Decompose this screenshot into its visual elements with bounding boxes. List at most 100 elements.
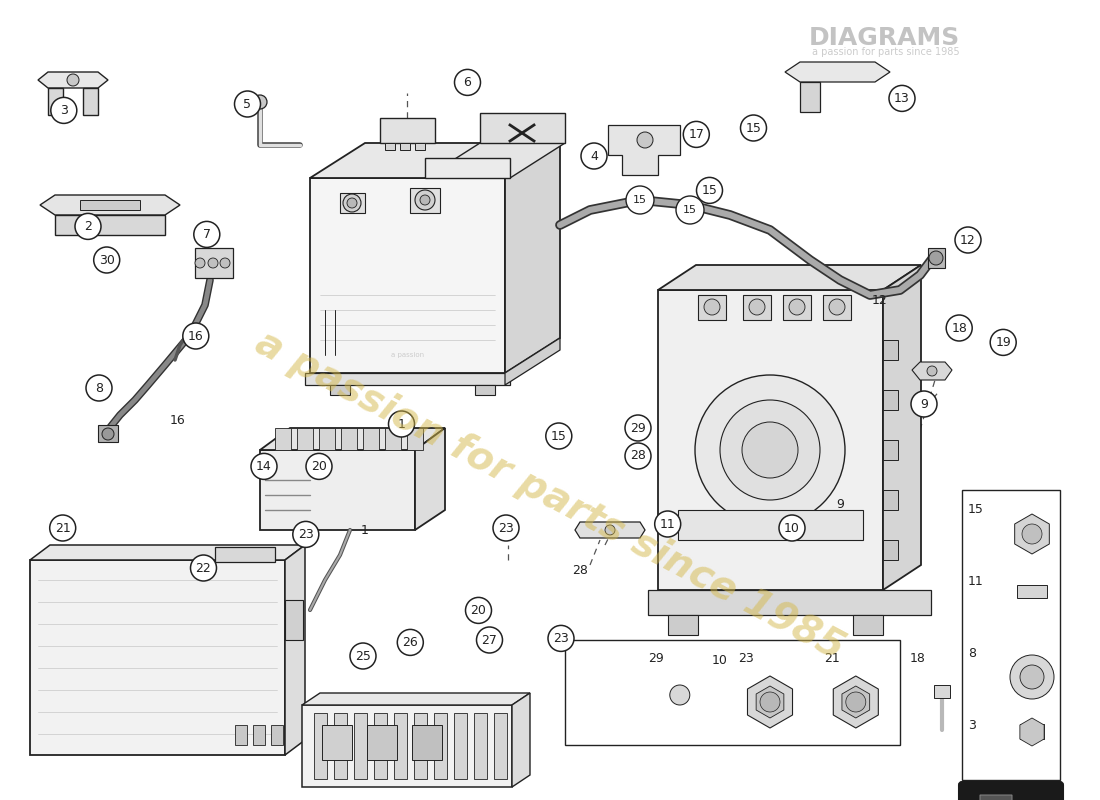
Polygon shape <box>310 178 505 373</box>
Text: 5: 5 <box>243 98 252 110</box>
Polygon shape <box>314 713 327 779</box>
Polygon shape <box>742 295 771 320</box>
Circle shape <box>388 411 415 437</box>
Text: 23: 23 <box>738 652 754 665</box>
Polygon shape <box>400 143 410 150</box>
Circle shape <box>190 555 217 581</box>
Polygon shape <box>454 713 467 779</box>
Text: 16: 16 <box>170 414 186 426</box>
Circle shape <box>251 454 277 479</box>
Circle shape <box>625 443 651 469</box>
Polygon shape <box>800 82 820 112</box>
Polygon shape <box>302 693 530 705</box>
Text: 1: 1 <box>361 523 368 537</box>
Circle shape <box>293 522 319 547</box>
Polygon shape <box>285 600 303 640</box>
Polygon shape <box>883 490 898 510</box>
FancyBboxPatch shape <box>959 782 1063 800</box>
Polygon shape <box>698 295 726 320</box>
Circle shape <box>75 214 101 239</box>
Circle shape <box>927 366 937 376</box>
Circle shape <box>476 627 503 653</box>
Text: 15: 15 <box>632 195 647 205</box>
Polygon shape <box>475 385 495 395</box>
Text: 27: 27 <box>482 634 497 646</box>
Polygon shape <box>608 125 680 175</box>
Polygon shape <box>297 428 313 450</box>
Polygon shape <box>341 428 358 450</box>
Circle shape <box>397 630 424 655</box>
Circle shape <box>86 375 112 401</box>
Polygon shape <box>834 676 878 728</box>
Text: 9: 9 <box>920 398 928 410</box>
Text: 26: 26 <box>403 636 418 649</box>
Circle shape <box>454 70 481 95</box>
Circle shape <box>194 222 220 247</box>
Polygon shape <box>48 88 63 115</box>
Text: 15: 15 <box>968 503 983 516</box>
Polygon shape <box>55 215 165 235</box>
Circle shape <box>94 247 120 273</box>
Text: 20: 20 <box>311 460 327 473</box>
Text: 11: 11 <box>968 575 983 588</box>
Text: 15: 15 <box>683 205 697 215</box>
Polygon shape <box>330 385 350 395</box>
Circle shape <box>183 323 209 349</box>
Text: 18: 18 <box>952 322 967 334</box>
Polygon shape <box>505 143 560 373</box>
Circle shape <box>465 598 492 623</box>
Circle shape <box>234 91 261 117</box>
Polygon shape <box>668 615 698 635</box>
Polygon shape <box>415 143 425 150</box>
Text: 11: 11 <box>660 518 675 530</box>
Text: 15: 15 <box>702 184 717 197</box>
Circle shape <box>548 626 574 651</box>
Bar <box>962 490 1060 780</box>
Polygon shape <box>260 428 446 450</box>
Text: DIAGRAMS: DIAGRAMS <box>808 26 960 50</box>
Circle shape <box>955 227 981 253</box>
Polygon shape <box>678 510 864 540</box>
Text: 22: 22 <box>196 562 211 574</box>
Polygon shape <box>494 713 507 779</box>
Text: 23: 23 <box>553 632 569 645</box>
Polygon shape <box>756 686 784 718</box>
Polygon shape <box>235 725 248 745</box>
Text: 25: 25 <box>355 650 371 662</box>
Polygon shape <box>883 340 898 360</box>
Circle shape <box>695 375 845 525</box>
Polygon shape <box>1018 585 1047 598</box>
Polygon shape <box>658 290 883 590</box>
Circle shape <box>50 515 76 541</box>
Polygon shape <box>415 428 446 530</box>
Text: 6: 6 <box>463 76 472 89</box>
Polygon shape <box>883 390 898 410</box>
Polygon shape <box>305 373 510 385</box>
Text: 12: 12 <box>960 234 976 246</box>
Polygon shape <box>310 143 560 178</box>
Bar <box>565 640 900 745</box>
Text: 21: 21 <box>824 652 839 665</box>
Polygon shape <box>334 713 346 779</box>
Polygon shape <box>783 295 811 320</box>
Circle shape <box>306 454 332 479</box>
Text: 29: 29 <box>630 422 646 434</box>
Text: 14: 14 <box>256 460 272 473</box>
Circle shape <box>346 198 358 208</box>
Circle shape <box>946 315 972 341</box>
Circle shape <box>749 299 764 315</box>
Circle shape <box>889 86 915 111</box>
Circle shape <box>420 195 430 205</box>
Polygon shape <box>253 725 265 745</box>
Polygon shape <box>852 615 883 635</box>
Polygon shape <box>340 193 365 213</box>
Polygon shape <box>285 545 305 755</box>
Polygon shape <box>319 428 336 450</box>
Polygon shape <box>302 705 512 787</box>
Circle shape <box>637 132 653 148</box>
Text: 9: 9 <box>836 498 844 511</box>
Polygon shape <box>379 118 434 143</box>
Text: a passion for parts since 1985: a passion for parts since 1985 <box>250 323 850 667</box>
Text: 12: 12 <box>872 294 888 306</box>
Polygon shape <box>260 450 415 530</box>
